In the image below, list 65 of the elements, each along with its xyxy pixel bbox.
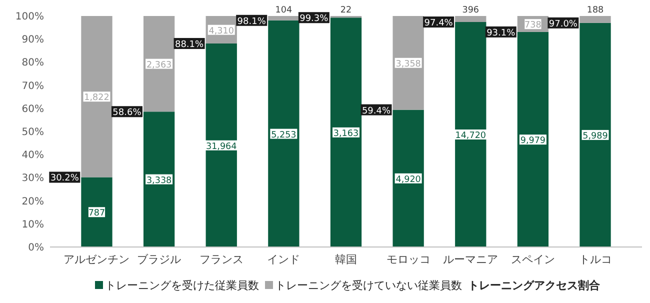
bar [268,16,300,20]
annotation: 787 [88,208,106,219]
bar [455,16,486,22]
annotation: 3,163 [333,128,359,139]
bar [580,16,611,23]
bar [517,32,549,247]
bar [143,112,175,247]
annotation: 1,822 [84,93,110,104]
y-tick-label: 80% [22,58,44,69]
annotation: 31,964 [206,142,238,152]
y-tick-label: 30% [22,173,44,184]
text: トレーニングアクセス割合 [468,279,601,292]
annotation: 188 [586,6,604,16]
bar [455,22,486,247]
annotation: 738 [524,20,542,31]
legend-label: トレーニングを受けた従業員数 [105,279,259,292]
bar [81,177,112,247]
annotation: 14,720 [455,131,486,142]
bar [143,16,175,112]
x-tick-label: フランス [199,253,244,266]
annotation: 97.0% [548,19,578,30]
y-tick-label: 10% [22,219,44,230]
annotation: 30.2% [50,174,80,184]
annotation: 3,338 [146,176,172,186]
y-tick-label: 40% [22,150,44,162]
bar [268,20,300,247]
y-tick-label: 20% [22,196,44,208]
x-tick-label: インド [267,253,300,266]
annotation: 4,920 [396,174,422,185]
bar [392,110,424,247]
y-tick-label: 90% [22,34,44,46]
annotation: 9,979 [520,136,546,146]
x-tick-label: モロッコ [386,253,430,266]
x-tick-label: 韓国 [335,253,357,266]
annotation: 4,310 [208,26,234,36]
annotation: 93.1% [486,28,516,38]
annotation: 58.6% [112,108,142,118]
annotation: 396 [462,6,480,16]
annotation: 2,363 [146,60,172,70]
legend-label: トレーニングを受けていない従業員数 [275,279,462,292]
annotation: 97.4% [424,18,454,29]
annotation: 3,358 [396,59,421,70]
bar [206,43,237,247]
bar [580,22,611,247]
annotation: 88.1% [174,40,204,50]
x-tick-label: アルゼンチン [64,253,130,266]
bar [392,16,424,110]
bar [81,16,112,178]
annotation: 98.1% [237,16,266,27]
annotation: 104 [275,6,292,16]
annotation: 5,989 [582,131,608,142]
bar [330,18,362,247]
annotation: 59.4% [362,106,391,116]
y-tick-label: 60% [22,104,44,115]
annotation: 99.3% [300,14,329,24]
x-tick-label: ブラジル [137,253,182,266]
y-tick-label: 50% [22,127,44,138]
x-tick-label: ルーマニア [443,253,498,266]
x-tick-label: トルコ [578,253,612,266]
annotation: 22 [340,6,352,16]
y-tick-label: 0% [28,242,44,254]
y-tick-label: 100% [15,12,44,22]
annotation: 5,253 [271,130,296,140]
y-tick-label: 70% [22,80,44,92]
x-tick-label: スペイン [510,253,555,266]
